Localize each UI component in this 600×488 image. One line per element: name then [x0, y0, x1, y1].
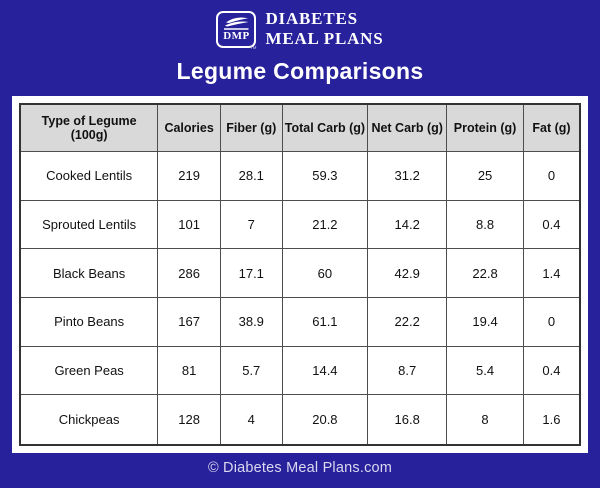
value-cell: 19.4	[446, 296, 524, 347]
value-cell: 0	[522, 151, 581, 201]
table-body: Cooked Lentils 219 28.1 59.3 31.2 25 0 Sprouted…	[19, 151, 581, 446]
value-cell: 61.1	[281, 296, 369, 347]
value-cell: 7	[219, 199, 283, 250]
value-cell: 14.2	[367, 199, 448, 250]
value-cell: 38.9	[219, 296, 283, 347]
table-row: Chickpeas 128 4 20.8 16.8 8 1.6	[19, 394, 581, 446]
table-panel: Type of Legume (100g) Calories Fiber (g) To…	[12, 96, 588, 453]
logo-monogram: DMP	[223, 29, 250, 42]
legume-name-cell: Pinto Beans	[19, 296, 159, 347]
legume-name-cell: Sprouted Lentils	[19, 199, 159, 250]
value-cell: 42.9	[367, 248, 448, 298]
column-header: Fiber (g)	[219, 103, 283, 152]
table-row: Sprouted Lentils 101 7 21.2 14.2 8.8 0.4	[19, 199, 581, 250]
legume-name-cell: Cooked Lentils	[19, 151, 159, 201]
value-cell: 8.7	[367, 345, 448, 396]
value-cell: 1.4	[522, 248, 581, 298]
legume-name-cell: Green Peas	[19, 345, 159, 396]
column-header: Fat (g)	[522, 103, 581, 152]
header-row: Type of Legume (100g) Calories Fiber (g) To…	[19, 103, 581, 152]
value-cell: 25	[446, 151, 524, 201]
dish-swoosh-icon	[222, 16, 250, 31]
legume-name-cell: Black Beans	[19, 248, 159, 298]
value-cell: 8	[446, 394, 524, 446]
table-row: Cooked Lentils 219 28.1 59.3 31.2 25 0	[19, 151, 581, 201]
value-cell: 0.4	[522, 345, 581, 396]
table-row: Black Beans 286 17.1 60 42.9 22.8 1.4	[19, 248, 581, 298]
value-cell: 14.4	[281, 345, 369, 396]
trademark-symbol: TM	[249, 44, 257, 50]
value-cell: 22.8	[446, 248, 524, 298]
value-cell: 286	[157, 248, 221, 298]
table-row: Green Peas 81 5.7 14.4 8.7 5.4 0.4	[19, 345, 581, 396]
value-cell: 81	[157, 345, 221, 396]
value-cell: 8.8	[446, 199, 524, 250]
value-cell: 5.7	[219, 345, 283, 396]
value-cell: 219	[157, 151, 221, 201]
value-cell: 5.4	[446, 345, 524, 396]
value-cell: 60	[281, 248, 369, 298]
value-cell: 31.2	[367, 151, 448, 201]
value-cell: 59.3	[281, 151, 369, 201]
footer-credit: © Diabetes Meal Plans.com	[207, 460, 393, 476]
page-title: Legume Comparisons	[176, 58, 424, 84]
value-cell: 0	[522, 296, 581, 347]
brand-line-1: DIABETES	[265, 9, 358, 28]
value-cell: 28.1	[219, 151, 283, 201]
column-header: Protein (g)	[446, 103, 524, 152]
value-cell: 16.8	[367, 394, 448, 446]
brand-wordmark: DIABETES MEAL PLANS	[265, 9, 383, 49]
legume-comparison-table: Type of Legume (100g) Calories Fiber (g) To…	[19, 103, 581, 446]
value-cell: 101	[157, 199, 221, 250]
dmp-logo: DMP TM	[216, 10, 257, 50]
value-cell: 22.2	[367, 296, 448, 347]
value-cell: 128	[157, 394, 221, 446]
value-cell: 4	[219, 394, 283, 446]
column-header: Net Carb (g)	[367, 103, 448, 152]
legume-name-cell: Chickpeas	[19, 394, 159, 446]
column-header: Total Carb (g)	[281, 103, 369, 152]
table-row: Pinto Beans 167 38.9 61.1 22.2 19.4 0	[19, 296, 581, 347]
brand-line-2: MEAL PLANS	[265, 29, 384, 49]
value-cell: 0.4	[522, 199, 581, 250]
column-header: Type of Legume (100g)	[19, 103, 159, 152]
brand-header: DMP TM DIABETES MEAL PLANS	[0, 9, 600, 50]
column-header: Calories	[157, 103, 221, 152]
value-cell: 167	[157, 296, 221, 347]
value-cell: 21.2	[281, 199, 369, 250]
value-cell: 17.1	[219, 248, 283, 298]
value-cell: 20.8	[281, 394, 369, 446]
value-cell: 1.6	[522, 394, 581, 446]
